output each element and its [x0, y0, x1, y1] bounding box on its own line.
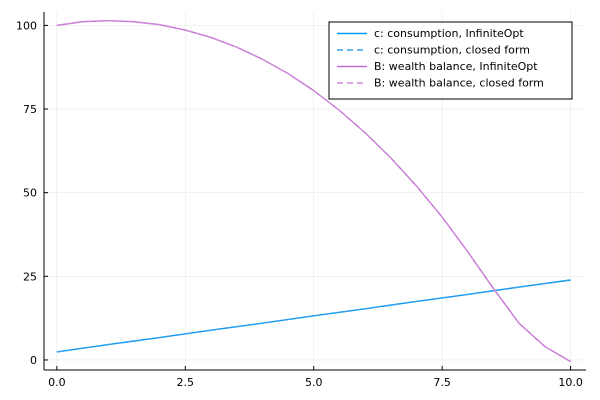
legend-label-4: B: wealth balance, closed form	[374, 77, 544, 90]
legend-box	[328, 21, 573, 100]
legend-label-1: c: consumption, InfiniteOpt	[374, 27, 524, 40]
series-line-2	[56, 279, 571, 353]
y-tick-label: 0	[30, 354, 37, 367]
x-tick-label: 7.5	[433, 376, 451, 389]
x-tick-label: 0.0	[48, 376, 66, 389]
tick-labels: 0.0 2.5 5.0 7.5 10.0 0 25 50 75 100	[16, 19, 583, 389]
series-line-4	[56, 20, 571, 363]
y-tick-label: 25	[23, 270, 37, 283]
y-tick-label: 50	[23, 187, 37, 200]
x-tick-label: 5.0	[305, 376, 323, 389]
x-tick-label: 10.0	[558, 376, 583, 389]
y-tick-label: 75	[23, 103, 37, 116]
legend-label-3: B: wealth balance, InfiniteOpt	[374, 60, 538, 73]
axes	[43, 12, 586, 371]
legend: c: consumption, InfiniteOpt c: consumptio…	[328, 21, 573, 100]
legend-label-2: c: consumption, closed form	[374, 44, 530, 57]
x-tick-label: 2.5	[177, 376, 195, 389]
y-tick-label: 100	[16, 19, 37, 32]
series-lines	[56, 20, 571, 363]
